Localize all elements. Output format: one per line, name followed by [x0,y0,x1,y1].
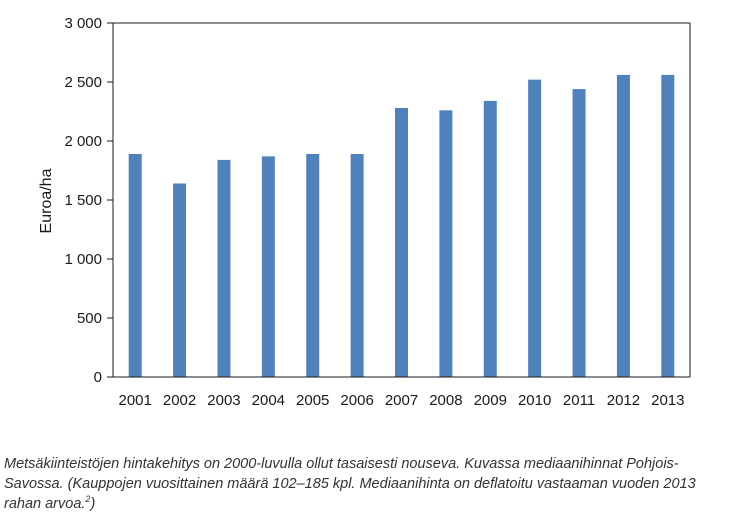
x-tick-label: 2002 [163,392,196,409]
x-tick-label: 2008 [429,392,462,409]
y-tick-label: 0 [94,369,102,386]
bar-2006 [350,153,364,377]
bar-2009 [483,100,497,377]
bar-2011 [572,89,586,377]
y-tick-label: 2 500 [64,74,102,91]
bar-chart: 0 500 1 000 1 500 2 000 2 500 3 000 2001 2002 20… [38,15,691,409]
caption-footnote-mark: 2 [85,493,91,504]
y-axis-title: Euroa/ha [38,168,55,233]
bar-2010 [528,79,542,377]
bars [128,74,675,378]
x-tick-label: 2013 [651,392,684,409]
x-tick-label: 2009 [474,392,507,409]
x-tick-label: 2005 [296,392,329,409]
y-tick-label: 2 000 [64,133,102,150]
plot-frame [112,22,691,378]
bar-2007 [395,107,408,378]
bar-2001 [128,153,142,377]
figure-caption: Metsäkiinteistöjen hintakehitys on 2000-… [4,454,734,514]
y-tick-label: 3 000 [64,15,102,32]
caption-text: Metsäkiinteistöjen hintakehitys on 2000-… [4,455,696,512]
y-tick-label: 500 [77,310,102,327]
x-tick-label: 2003 [207,392,240,409]
x-tick-label: 2011 [563,392,595,409]
x-axis-ticks: 2001 2002 2003 2004 2005 2006 2007 2008 2009 2010… [119,392,685,409]
y-tick-label: 1 500 [64,192,102,209]
bar-2003 [217,159,231,377]
bar-2013 [661,74,675,378]
bar-2005 [306,153,320,377]
bar-2002 [173,183,187,377]
y-axis-ticks: 0 500 1 000 1 500 2 000 2 500 3 000 [64,15,113,386]
bar-2004 [261,156,275,377]
bar-2012 [616,74,630,378]
bar-2008 [439,110,453,377]
x-tick-label: 2001 [119,392,152,409]
y-tick-label: 1 000 [64,251,102,268]
x-tick-label: 2010 [518,392,551,409]
caption-closing: ) [90,495,96,512]
x-tick-label: 2004 [252,392,285,409]
x-tick-label: 2007 [385,392,418,409]
x-tick-label: 2012 [607,392,640,409]
x-tick-label: 2006 [340,392,373,409]
